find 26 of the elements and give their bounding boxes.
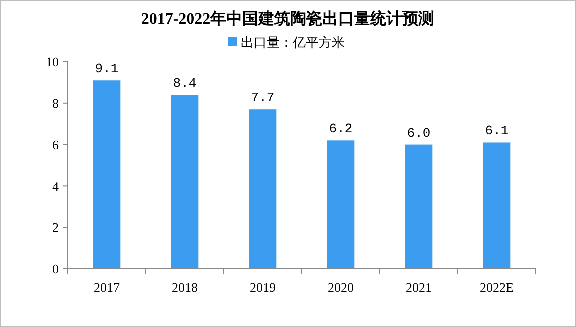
text: 6.1 — [485, 124, 509, 139]
chart-title: 2017-2022年中国建筑陶瓷出口量统计预测 — [141, 10, 435, 28]
y-tick-label: 4 — [52, 178, 60, 194]
x-tick-label: 2021 — [406, 280, 432, 295]
x-tick-label: 2017 — [94, 280, 120, 295]
bar — [249, 110, 277, 269]
text: 9.1 — [95, 62, 119, 77]
y-tick-label: 0 — [52, 262, 59, 277]
text: 7.7 — [251, 90, 275, 106]
bar — [483, 142, 511, 269]
legend-label: 出口量：亿平方米 — [241, 35, 345, 51]
bar — [93, 80, 121, 269]
x-tick-label: 2020 — [328, 280, 354, 295]
y-tick-label: 8 — [52, 96, 59, 111]
text: 6.2 — [329, 122, 353, 137]
text: 8.4 — [173, 76, 197, 92]
x-tick-label: 2019 — [250, 280, 276, 295]
y-tick-label: 2 — [52, 220, 59, 236]
bar — [327, 140, 355, 269]
y-tick-label: 6 — [52, 137, 60, 152]
bar — [405, 144, 433, 269]
bar — [171, 95, 199, 269]
y-tick-label: 10 — [46, 54, 59, 70]
x-tick-label: 2018 — [172, 280, 198, 295]
x-tick-label: 2022E — [480, 280, 514, 295]
text: 6.0 — [407, 126, 431, 141]
